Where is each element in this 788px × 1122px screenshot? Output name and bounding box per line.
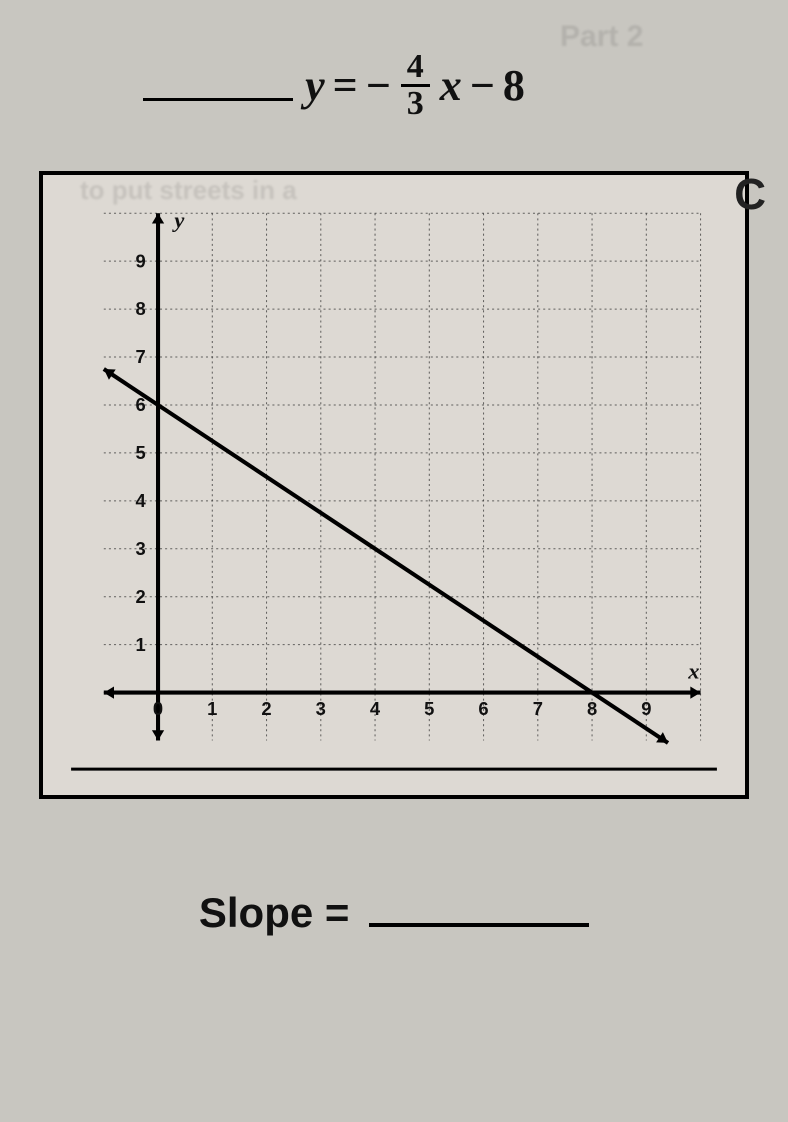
svg-text:1: 1 xyxy=(207,698,217,719)
chart-container: 0123456789123456789xy xyxy=(39,171,749,799)
slope-prompt: Slope = xyxy=(30,889,758,937)
svg-text:9: 9 xyxy=(641,698,651,719)
svg-text:y: y xyxy=(171,208,185,233)
svg-text:5: 5 xyxy=(424,698,434,719)
slope-blank[interactable] xyxy=(369,921,589,927)
equation: y = − 4 3 x − 8 xyxy=(305,50,525,121)
svg-text:9: 9 xyxy=(136,250,146,271)
equation-row: y = − 4 3 x − 8 xyxy=(0,50,758,121)
eq-equals: = xyxy=(333,60,358,111)
line-chart: 0123456789123456789xy xyxy=(67,203,721,775)
svg-text:3: 3 xyxy=(316,698,326,719)
eq-frac-num: 4 xyxy=(401,50,430,87)
svg-text:2: 2 xyxy=(261,698,271,719)
svg-text:2: 2 xyxy=(136,586,146,607)
svg-text:7: 7 xyxy=(136,346,146,367)
slope-label: Slope = xyxy=(199,889,350,936)
svg-text:3: 3 xyxy=(136,538,146,559)
eq-frac-den: 3 xyxy=(401,87,430,121)
eq-const: 8 xyxy=(503,60,525,111)
svg-text:1: 1 xyxy=(136,634,146,655)
svg-text:0: 0 xyxy=(153,698,163,719)
svg-text:7: 7 xyxy=(533,698,543,719)
svg-text:5: 5 xyxy=(136,442,146,463)
svg-text:8: 8 xyxy=(136,298,146,319)
eq-var: x xyxy=(440,60,462,111)
svg-text:x: x xyxy=(687,658,699,683)
svg-text:4: 4 xyxy=(136,490,147,511)
answer-blank[interactable] xyxy=(143,98,293,101)
svg-text:8: 8 xyxy=(587,698,597,719)
svg-text:4: 4 xyxy=(370,698,381,719)
eq-fraction: 4 3 xyxy=(401,50,430,121)
section-letter: C xyxy=(734,170,766,220)
eq-lhs: y xyxy=(305,60,325,111)
svg-text:6: 6 xyxy=(478,698,488,719)
eq-neg: − xyxy=(366,60,391,111)
eq-minus: − xyxy=(470,60,495,111)
